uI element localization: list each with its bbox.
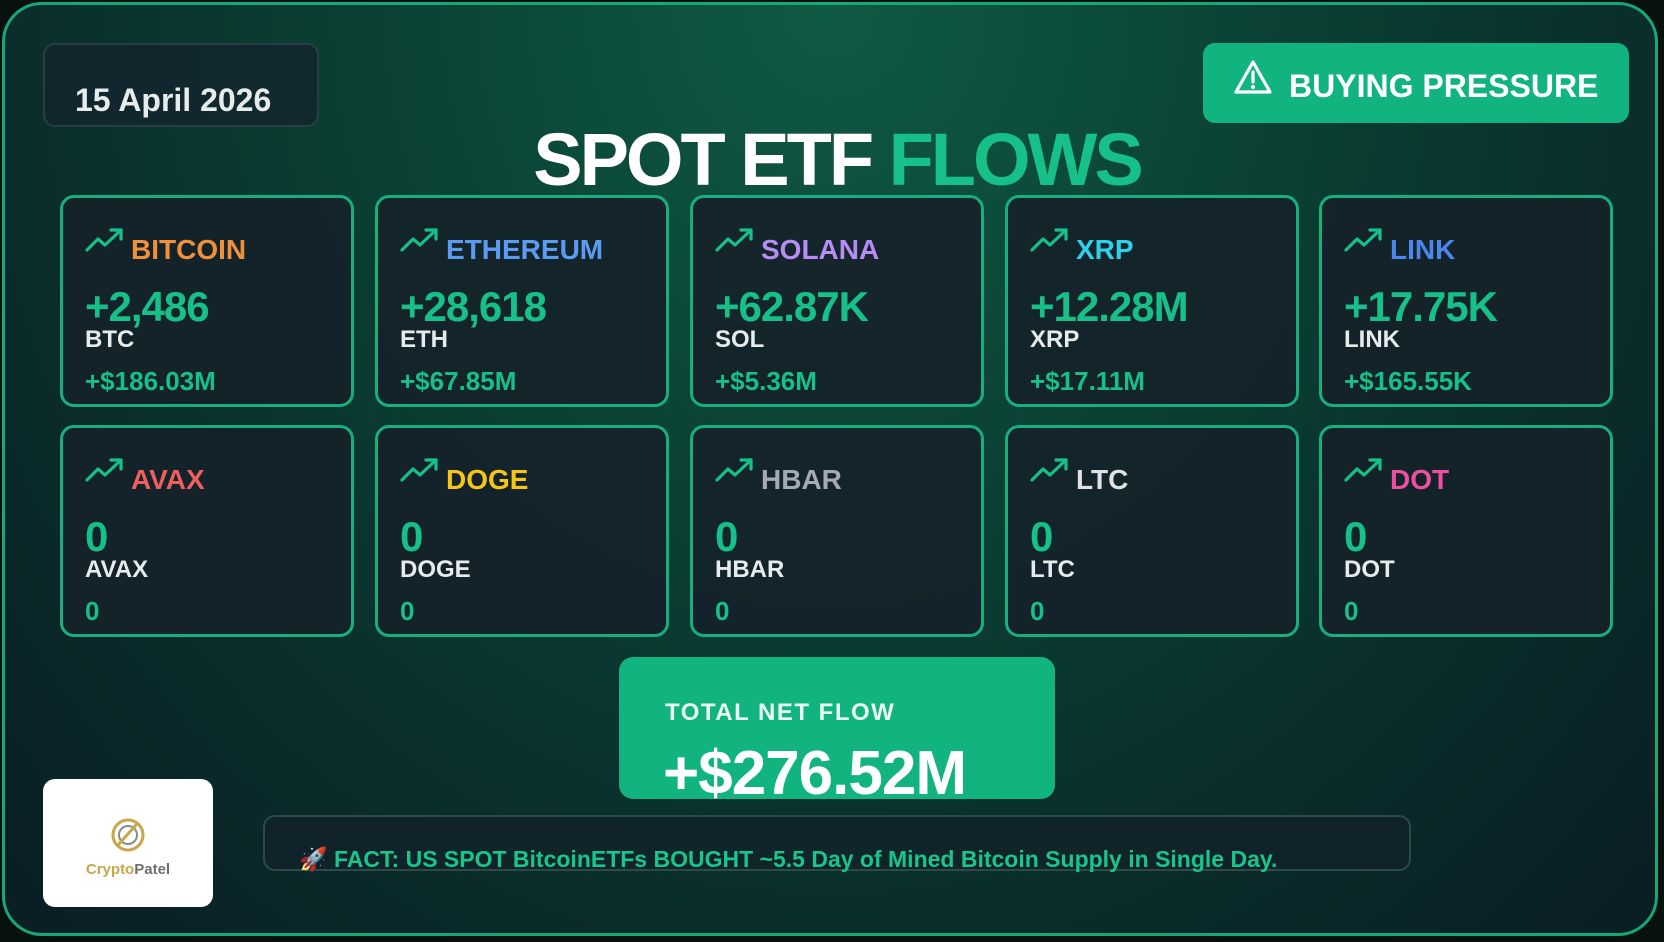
card-flow-amount: 0 [1344, 513, 1367, 560]
card-ticker: SOL [715, 326, 765, 353]
card-asset-name: DOT [1390, 464, 1450, 495]
card-flow-amount: +28,618 [400, 283, 547, 330]
cryptopatel-logo: CryptoPatel [43, 779, 213, 907]
rocket-icon: 🚀 [299, 846, 328, 872]
trending-up-icon [400, 228, 438, 252]
card-flow-amount: +12.28M [1030, 283, 1189, 330]
date-badge: 15 April 2026 [43, 43, 319, 127]
card-flow-amount: 0 [715, 513, 738, 560]
card-ticker: AVAX [85, 556, 149, 583]
card-ticker: LINK [1344, 326, 1400, 353]
etf-card-btc: BITCOIN +2,486 BTC +$186.03M [60, 195, 354, 407]
card-asset-name: SOLANA [761, 234, 880, 265]
card-usd-flow: 0 [85, 596, 100, 626]
card-asset-name: BITCOIN [131, 234, 247, 265]
total-net-flow-label: TOTAL NET FLOW [665, 699, 896, 726]
page-title: SPOT ETF FLOWS [5, 118, 1655, 201]
trending-up-icon [1344, 228, 1382, 252]
title-part1: SPOT ETF [533, 118, 874, 201]
warning-icon [1234, 60, 1272, 94]
card-ticker: BTC [85, 326, 135, 353]
etf-card-eth: ETHEREUM +28,618 ETH +$67.85M [375, 195, 669, 407]
trending-up-icon [715, 228, 753, 252]
fact-banner: 🚀 FACT: US SPOT BitcoinETFs BOUGHT ~5.5 … [263, 815, 1411, 872]
card-usd-flow: 0 [1030, 596, 1045, 626]
trending-up-icon [400, 458, 438, 482]
card-ticker: ETH [400, 326, 448, 353]
buying-pressure-label: BUYING PRESSURE [1289, 67, 1599, 104]
total-net-flow-panel: TOTAL NET FLOW +$276.52M [619, 657, 1055, 805]
card-usd-flow: +$5.36M [715, 366, 817, 396]
card-asset-name: XRP [1076, 234, 1134, 265]
trending-up-icon [1030, 228, 1068, 252]
trending-up-icon [1030, 458, 1068, 482]
card-ticker: LTC [1030, 556, 1075, 583]
fact-text: FACT: US SPOT BitcoinETFs BOUGHT ~5.5 Da… [334, 846, 1278, 872]
card-flow-amount: +62.87K [715, 283, 869, 330]
card-usd-flow: 0 [715, 596, 730, 626]
trending-up-icon [1344, 458, 1382, 482]
trending-up-icon [85, 458, 123, 482]
card-usd-flow: 0 [1344, 596, 1359, 626]
etf-card-avax: AVAX 0 AVAX 0 [60, 425, 354, 637]
etf-card-xrp: XRP +12.28M XRP +$17.11M [1005, 195, 1299, 407]
card-usd-flow: +$17.11M [1030, 366, 1145, 396]
logo-brand-part2: Patel [134, 861, 171, 878]
card-flow-amount: 0 [400, 513, 423, 560]
card-usd-flow: +$186.03M [85, 366, 216, 396]
card-ticker: XRP [1030, 326, 1080, 353]
logo-brand-part1: Crypto [85, 861, 135, 878]
card-ticker: DOT [1344, 556, 1395, 583]
card-flow-amount: +2,486 [85, 283, 210, 330]
etf-card-dot: DOT 0 DOT 0 [1319, 425, 1613, 637]
buying-pressure-badge: BUYING PRESSURE [1203, 43, 1629, 123]
card-asset-name: AVAX [131, 464, 205, 495]
title-part2: FLOWS [888, 118, 1144, 201]
etf-card-link: LINK +17.75K LINK +$165.55K [1319, 195, 1613, 407]
card-usd-flow: +$67.85M [400, 366, 517, 396]
card-usd-flow: +$165.55K [1344, 366, 1472, 396]
card-asset-name: HBAR [761, 464, 842, 495]
card-ticker: HBAR [715, 556, 785, 583]
card-asset-name: LTC [1076, 464, 1129, 495]
etf-card-sol: SOLANA +62.87K SOL +$5.36M [690, 195, 984, 407]
card-usd-flow: 0 [400, 596, 415, 626]
trending-up-icon [715, 458, 753, 482]
card-ticker: DOGE [400, 556, 471, 583]
etf-card-doge: DOGE 0 DOGE 0 [375, 425, 669, 637]
card-flow-amount: +17.75K [1344, 283, 1498, 330]
etf-card-hbar: HBAR 0 HBAR 0 [690, 425, 984, 637]
card-flow-amount: 0 [85, 513, 108, 560]
etf-card-ltc: LTC 0 LTC 0 [1005, 425, 1299, 637]
total-net-flow-value: +$276.52M [663, 739, 967, 808]
card-flow-amount: 0 [1030, 513, 1053, 560]
coin-logo-icon [111, 818, 145, 852]
card-asset-name: ETHEREUM [446, 234, 604, 265]
card-asset-name: LINK [1390, 234, 1456, 265]
card-asset-name: DOGE [446, 464, 529, 495]
logo-text: CryptoPatel [43, 861, 213, 878]
trending-up-icon [85, 228, 123, 252]
